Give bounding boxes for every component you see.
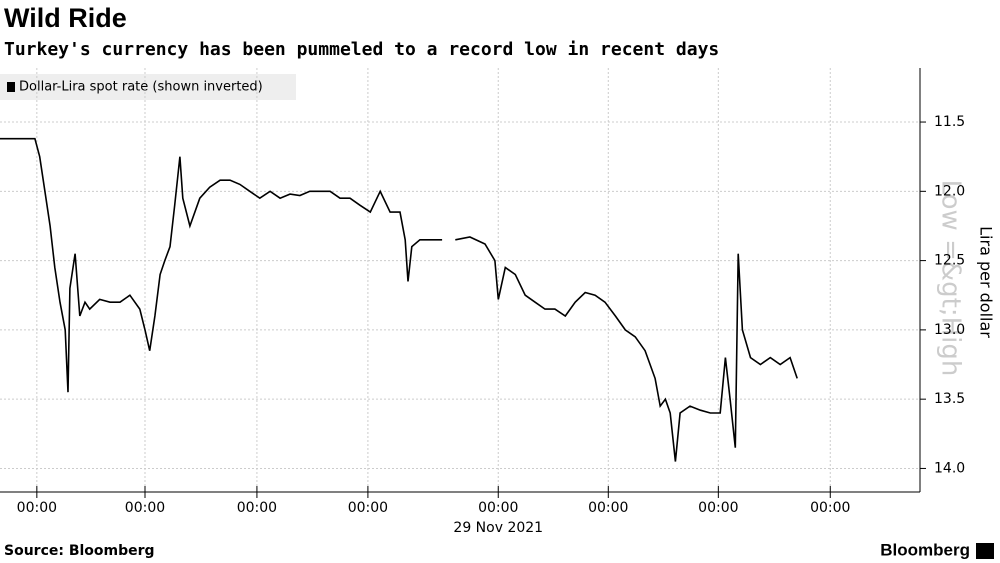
- y-tick-label: 14.0: [934, 460, 965, 476]
- y-tick-label: 13.0: [934, 322, 965, 338]
- data-line: [0, 137, 798, 462]
- x-tick-label: 00:00: [588, 500, 628, 516]
- y-tick-label: 13.5: [934, 391, 965, 407]
- x-tick-label: 00:00: [125, 500, 165, 516]
- y-axis-label: Lira per dollar: [977, 226, 996, 338]
- y-tick-label: 11.5: [934, 114, 965, 130]
- chart-title: Wild Ride: [4, 3, 127, 33]
- x-tick-label: 00:00: [810, 500, 850, 516]
- brand-logo: [976, 543, 994, 559]
- y-tick-label: 12.0: [934, 183, 965, 199]
- source: Source: Bloomberg: [4, 543, 155, 559]
- x-tick-label: 00:00: [478, 500, 518, 516]
- x-tick-label: 00:00: [348, 500, 388, 516]
- chart-subtitle: Turkey's currency has been pummeled to a…: [4, 39, 719, 60]
- x-tick-label: 00:00: [17, 500, 57, 516]
- legend-swatch: [7, 82, 15, 92]
- brand: Bloomberg: [880, 540, 970, 559]
- x-tick-label: 00:00: [237, 500, 277, 516]
- date-annotation: 29 Nov 2021: [453, 520, 543, 536]
- legend-label: Dollar-Lira spot rate (shown inverted): [19, 80, 263, 95]
- x-tick-label: 00:00: [698, 500, 738, 516]
- y-tick-label: 12.5: [934, 253, 965, 269]
- y-axis-annotation: Low =&gt;High: [936, 180, 966, 377]
- legend-box: [0, 74, 296, 100]
